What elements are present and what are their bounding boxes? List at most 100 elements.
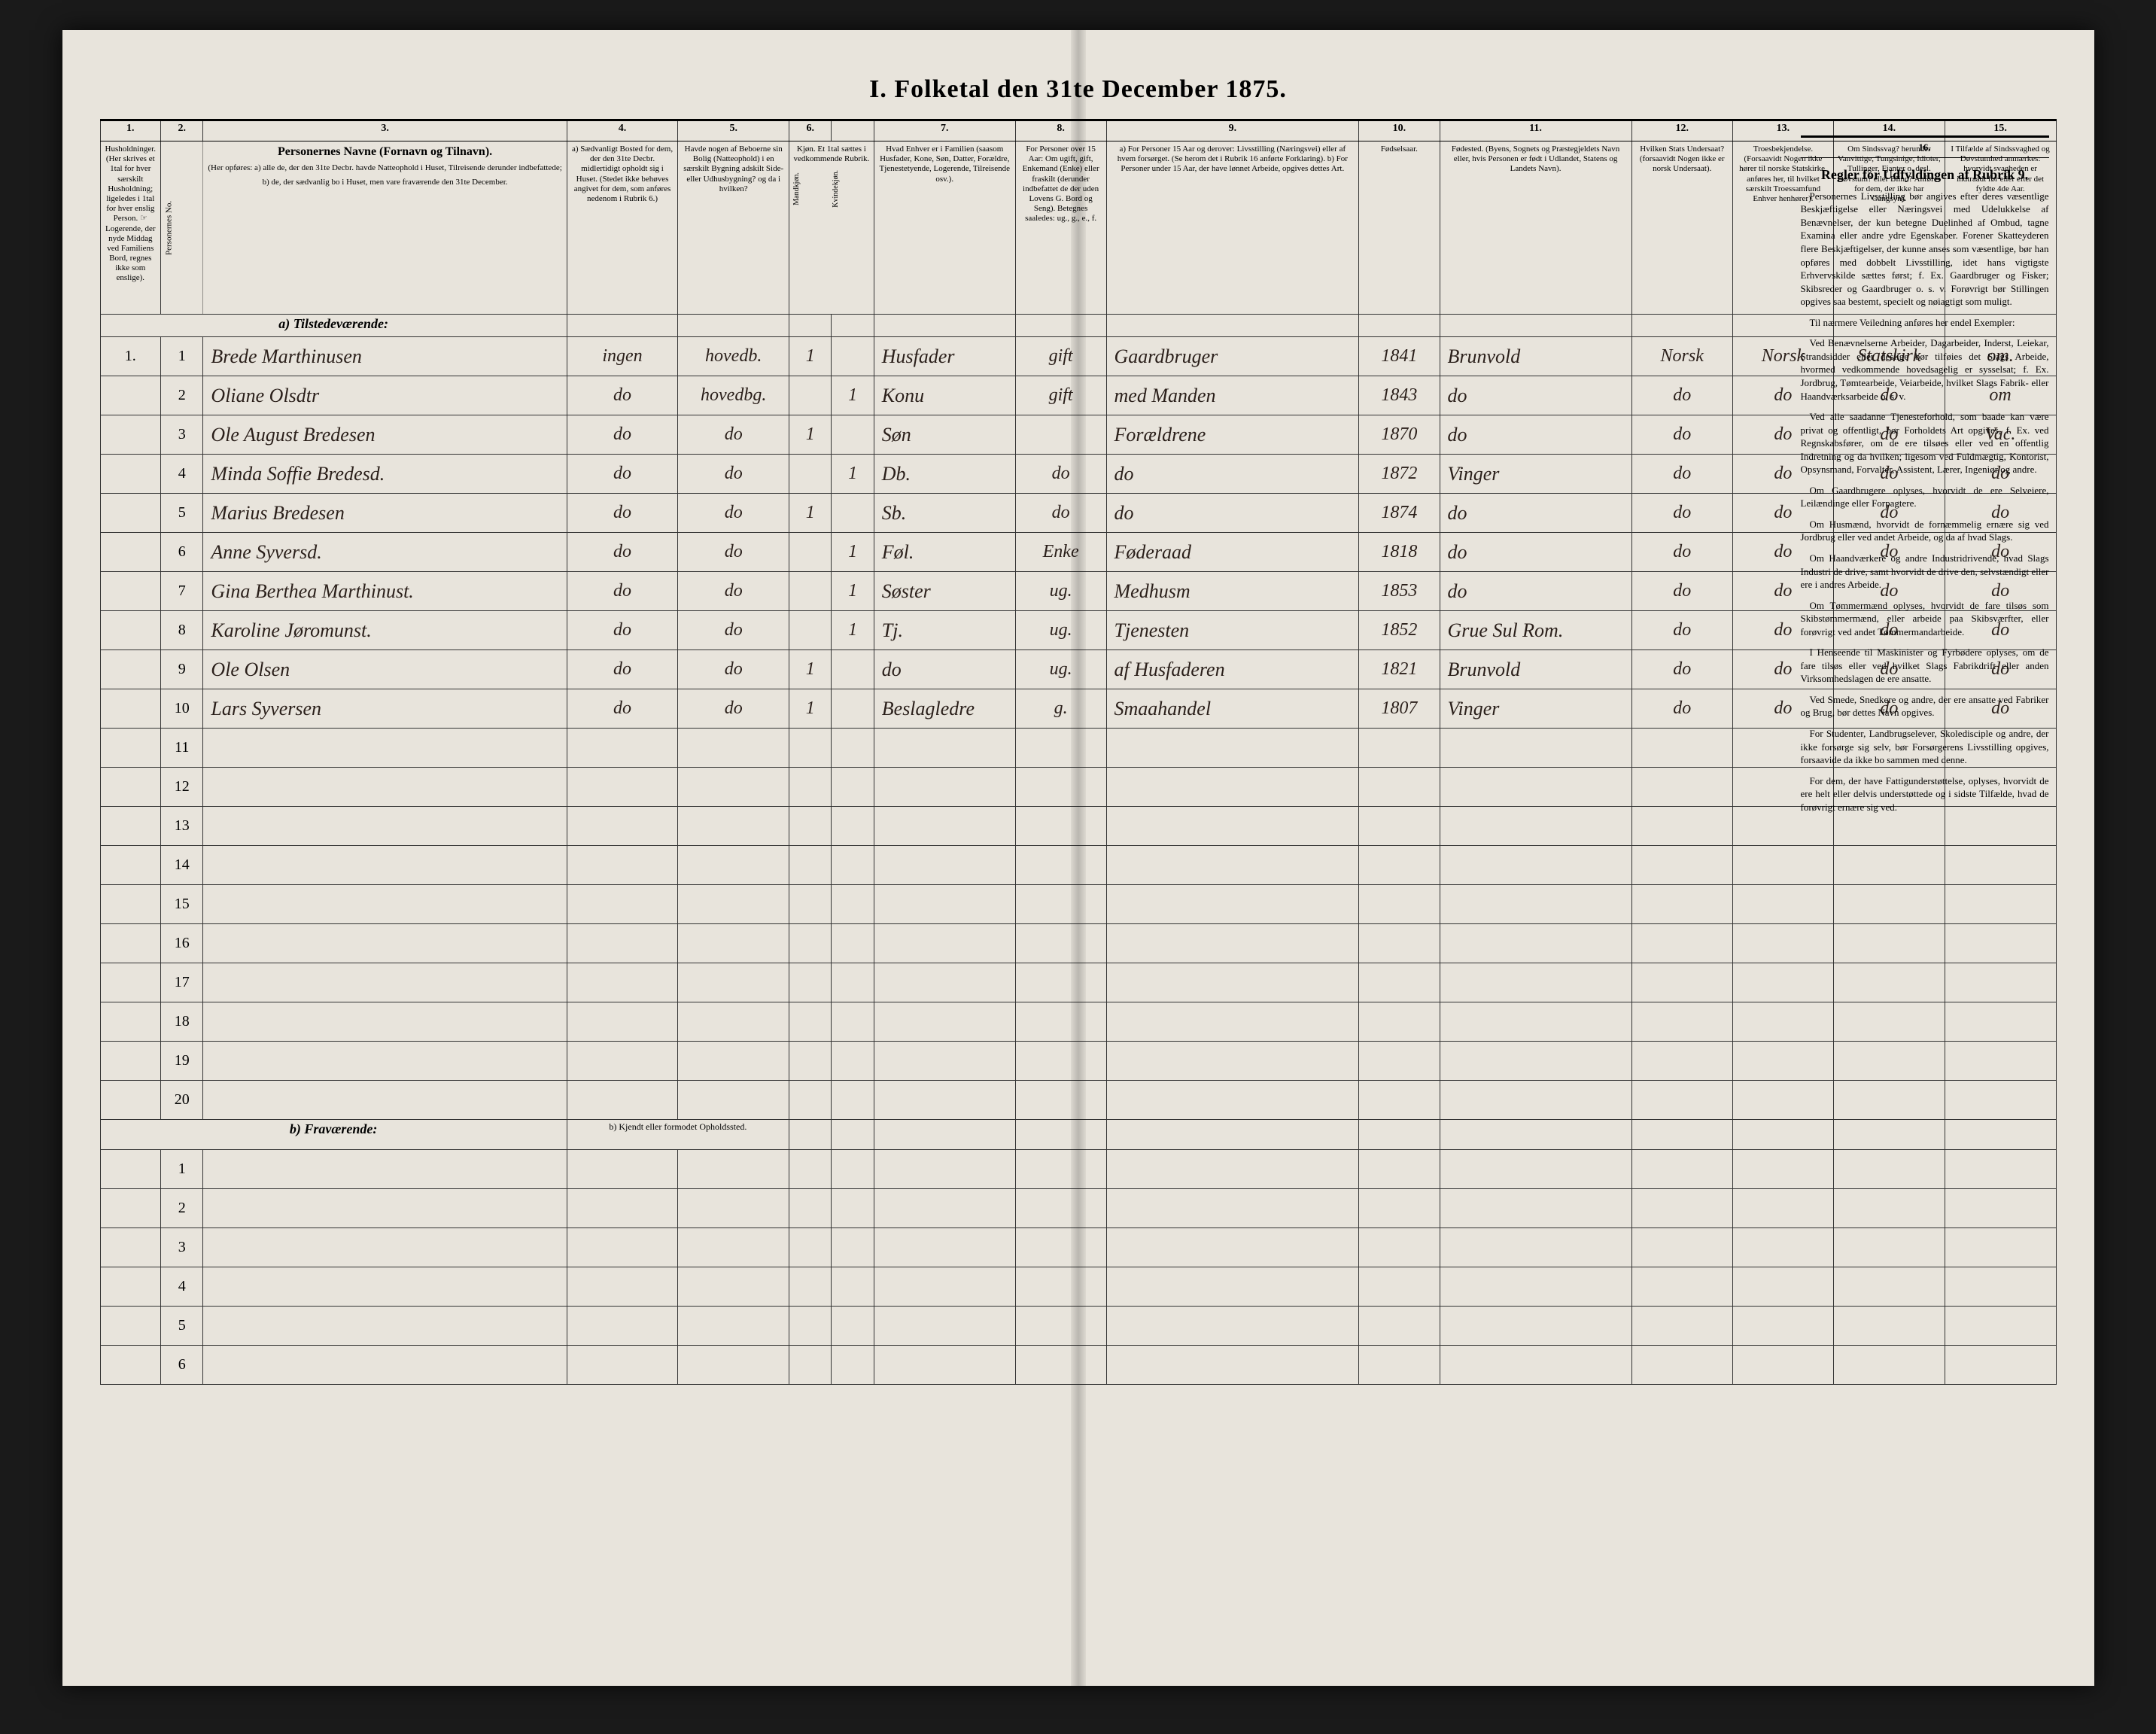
cell <box>100 494 161 533</box>
table-row: 16 <box>100 924 2056 963</box>
cell: do <box>1631 455 1732 494</box>
section-b: b) Fraværende: <box>100 1120 567 1150</box>
cell: do <box>1440 494 1631 533</box>
cell: Ole Olsen <box>203 650 567 689</box>
cell: 1 <box>161 337 203 376</box>
table-row: 3 <box>100 1228 2056 1267</box>
cell: Søn <box>874 415 1015 455</box>
cell: Karoline Jøromunst. <box>203 611 567 650</box>
cell: ingen <box>567 337 678 376</box>
rules-para: Om Husmænd, hvorvidt de fornæmmelig ernæ… <box>1801 518 2049 544</box>
cell: hovedbg. <box>678 376 789 415</box>
cell: 1 <box>789 337 832 376</box>
cell: Føderaad <box>1106 533 1359 572</box>
rownum: 2 <box>161 1189 203 1228</box>
column-number-row: 1.2.3.4.5.6.7.8.9.10.11.12.13.14.15. <box>100 120 2056 141</box>
hdr-2: Personernes No. <box>161 141 203 315</box>
cell <box>100 650 161 689</box>
hdr-6b: Kvindekjøn. <box>832 170 871 208</box>
cell: af Husfaderen <box>1106 650 1359 689</box>
cell: Oliane Olsdtr <box>203 376 567 415</box>
cell: Forældrene <box>1106 415 1359 455</box>
table-row: 17 <box>100 963 2056 1002</box>
cell: g. <box>1015 689 1106 729</box>
cell: Tjenesten <box>1106 611 1359 650</box>
cell: med Manden <box>1106 376 1359 415</box>
cell: do <box>567 572 678 611</box>
col16-num: 16. <box>1801 135 2049 158</box>
hdr-3a: (Her opføres: a) alle de, der den 31te D… <box>206 163 563 173</box>
cell: 1 <box>789 689 832 729</box>
rownum: 3 <box>161 1228 203 1267</box>
cell: 8 <box>161 611 203 650</box>
cell: Brede Marthinusen <box>203 337 567 376</box>
cell: do <box>1631 611 1732 650</box>
cell <box>789 611 832 650</box>
cell: Grue Sul Rom. <box>1440 611 1631 650</box>
cell: do <box>678 494 789 533</box>
rownum: 13 <box>161 807 203 846</box>
cell: hovedb. <box>678 337 789 376</box>
table-row: 20 <box>100 1081 2056 1120</box>
cell: do <box>567 650 678 689</box>
cell: Anne Syversd. <box>203 533 567 572</box>
table-row: 15 <box>100 885 2056 924</box>
cell <box>832 494 874 533</box>
cell: do <box>678 455 789 494</box>
cell: Husfader <box>874 337 1015 376</box>
cell <box>100 689 161 729</box>
cell: Vinger <box>1440 689 1631 729</box>
hdr-3-title: Personernes Navne (Fornavn og Tilnavn). <box>206 144 563 159</box>
hdr-6-top: Kjøn. Et 1tal sættes i vedkommende Rubri… <box>792 144 871 164</box>
hdr-1: Husholdninger. (Her skrives et 1tal for … <box>100 141 161 315</box>
cell <box>100 415 161 455</box>
rules-para: Om Haandværkere og andre Industridrivend… <box>1801 552 2049 592</box>
page-title: I. Folketal den 31te December 1875. <box>100 75 2057 104</box>
rules-para: Ved alle saadanne Tjenesteforhold, som b… <box>1801 410 2049 476</box>
cell <box>832 415 874 455</box>
cell: Sb. <box>874 494 1015 533</box>
colnum: 10. <box>1359 120 1440 141</box>
cell: Gina Berthea Marthinust. <box>203 572 567 611</box>
table-row: 8Karoline Jøromunst.dodo1Tj.ug.Tjenesten… <box>100 611 2056 650</box>
hdr-8: For Personer over 15 Aar: Om ugift, gift… <box>1015 141 1106 315</box>
cell <box>789 376 832 415</box>
cell: Ole August Bredesen <box>203 415 567 455</box>
cell <box>832 650 874 689</box>
cell: Gaardbruger <box>1106 337 1359 376</box>
cell <box>789 533 832 572</box>
colnum: 5. <box>678 120 789 141</box>
cell: 1874 <box>1359 494 1440 533</box>
table-row: 6Anne Syversd.dodo1Føl.EnkeFøderaad1818d… <box>100 533 2056 572</box>
cell: do <box>1106 455 1359 494</box>
hdr-6: Kjøn. Et 1tal sættes i vedkommende Rubri… <box>789 141 874 315</box>
cell: Føl. <box>874 533 1015 572</box>
cell: do <box>874 650 1015 689</box>
cell: do <box>1631 533 1732 572</box>
table-row: 7Gina Berthea Marthinust.dodo1Søsterug.M… <box>100 572 2056 611</box>
cell <box>100 572 161 611</box>
cell <box>789 455 832 494</box>
colnum: 8. <box>1015 120 1106 141</box>
section-a: a) Tilstedeværende: <box>100 315 567 337</box>
cell: do <box>678 572 789 611</box>
cell <box>1015 415 1106 455</box>
table-row: 2Oliane Olsdtrdohovedbg.1Konugiftmed Man… <box>100 376 2056 415</box>
colnum: 6. <box>789 120 832 141</box>
cell: do <box>678 650 789 689</box>
cell: Brunvold <box>1440 650 1631 689</box>
cell: Enke <box>1015 533 1106 572</box>
table-row: 11 <box>100 729 2056 768</box>
cell: do <box>1440 376 1631 415</box>
rules-para: Ved Benævnelserne Arbeider, Dagarbeider,… <box>1801 336 2049 403</box>
cell: 1 <box>789 494 832 533</box>
cell: 1. <box>100 337 161 376</box>
cell <box>789 572 832 611</box>
cell: do <box>678 611 789 650</box>
table-row: 1 <box>100 1150 2056 1189</box>
rules-para: Til nærmere Veiledning anføres her endel… <box>1801 316 2049 330</box>
cell: 4 <box>161 455 203 494</box>
cell: ug. <box>1015 650 1106 689</box>
rules-para: Personernes Livsstilling bør angives eft… <box>1801 190 2049 309</box>
cell: 1 <box>832 376 874 415</box>
